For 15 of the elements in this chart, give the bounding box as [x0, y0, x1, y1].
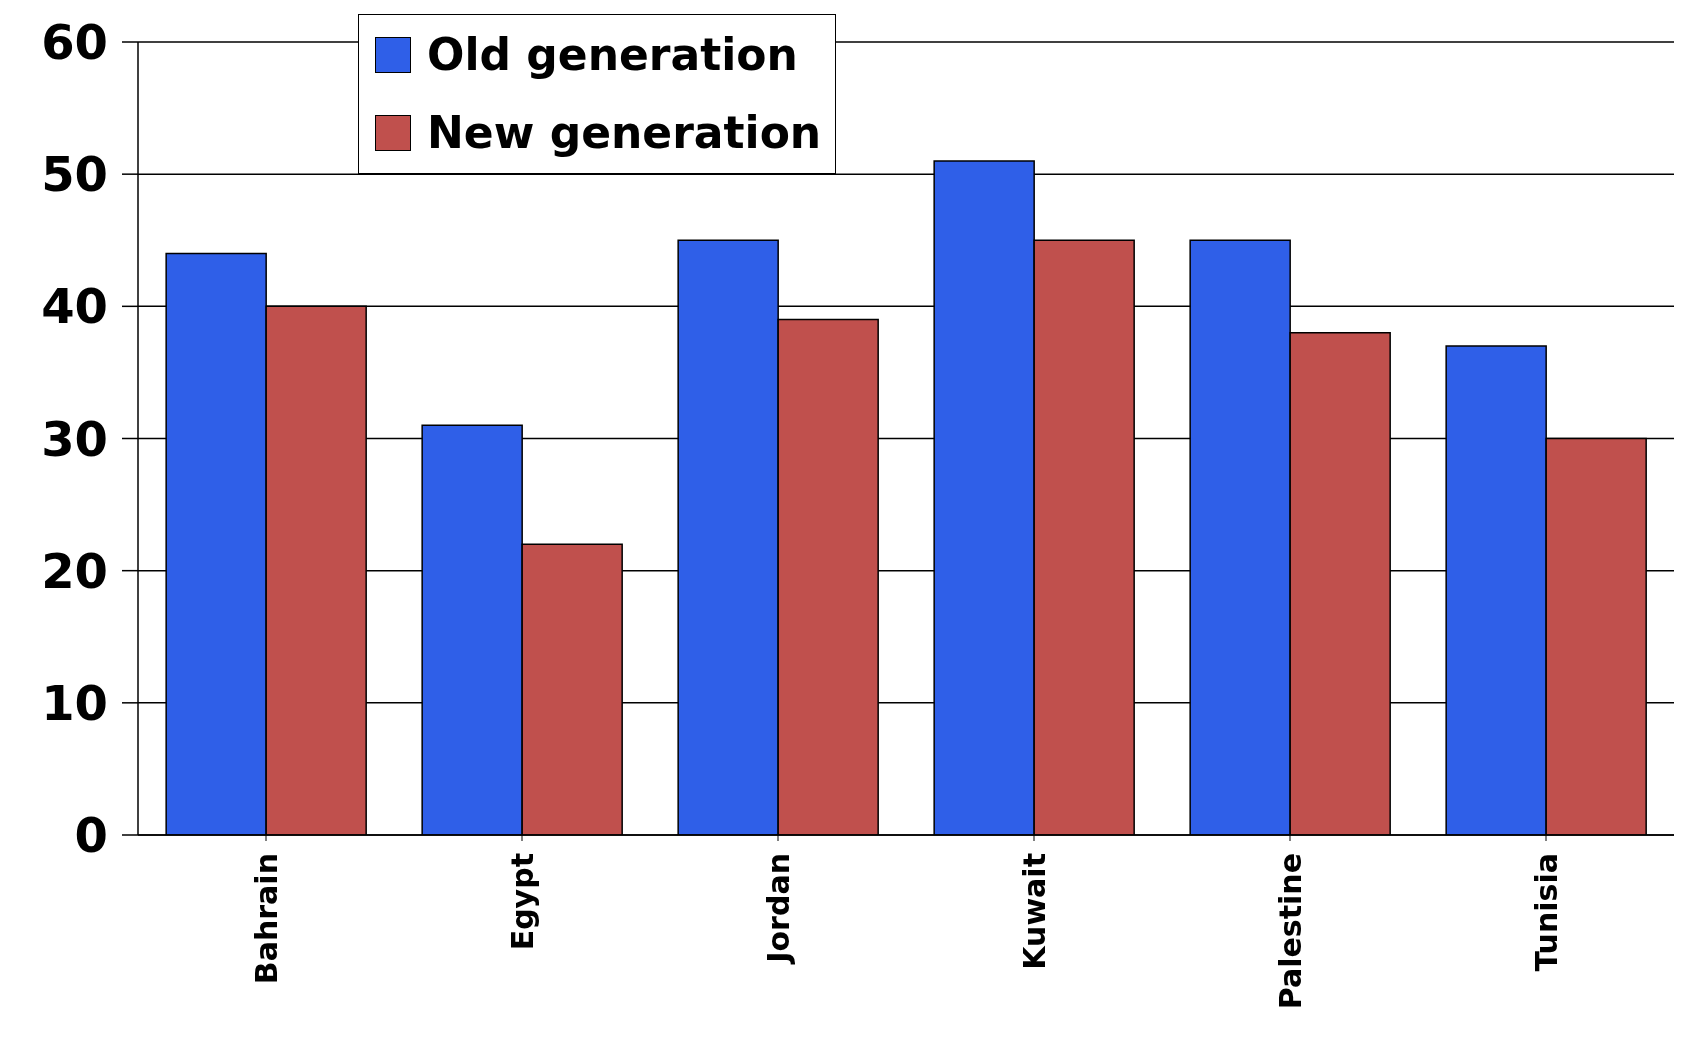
legend-label: New generation — [427, 107, 822, 158]
x-tick-label: Palestine — [1272, 853, 1308, 1010]
x-tick-label: Jordan — [760, 853, 796, 965]
x-tick-label: Kuwait — [1016, 853, 1052, 970]
y-tick-label: 60 — [41, 14, 108, 71]
y-tick-label: 10 — [41, 674, 108, 731]
y-tick-label: 30 — [41, 410, 108, 467]
y-tick-label: 20 — [41, 542, 108, 599]
y-tick-label: 50 — [41, 146, 108, 203]
legend-label: Old generation — [427, 29, 798, 80]
x-tick-label: Bahrain — [248, 853, 284, 985]
y-tick-label: 0 — [74, 807, 108, 864]
x-tick-label: Egypt — [504, 853, 540, 951]
x-tick-label: Tunisia — [1528, 853, 1564, 972]
y-tick-label: 40 — [41, 278, 108, 335]
